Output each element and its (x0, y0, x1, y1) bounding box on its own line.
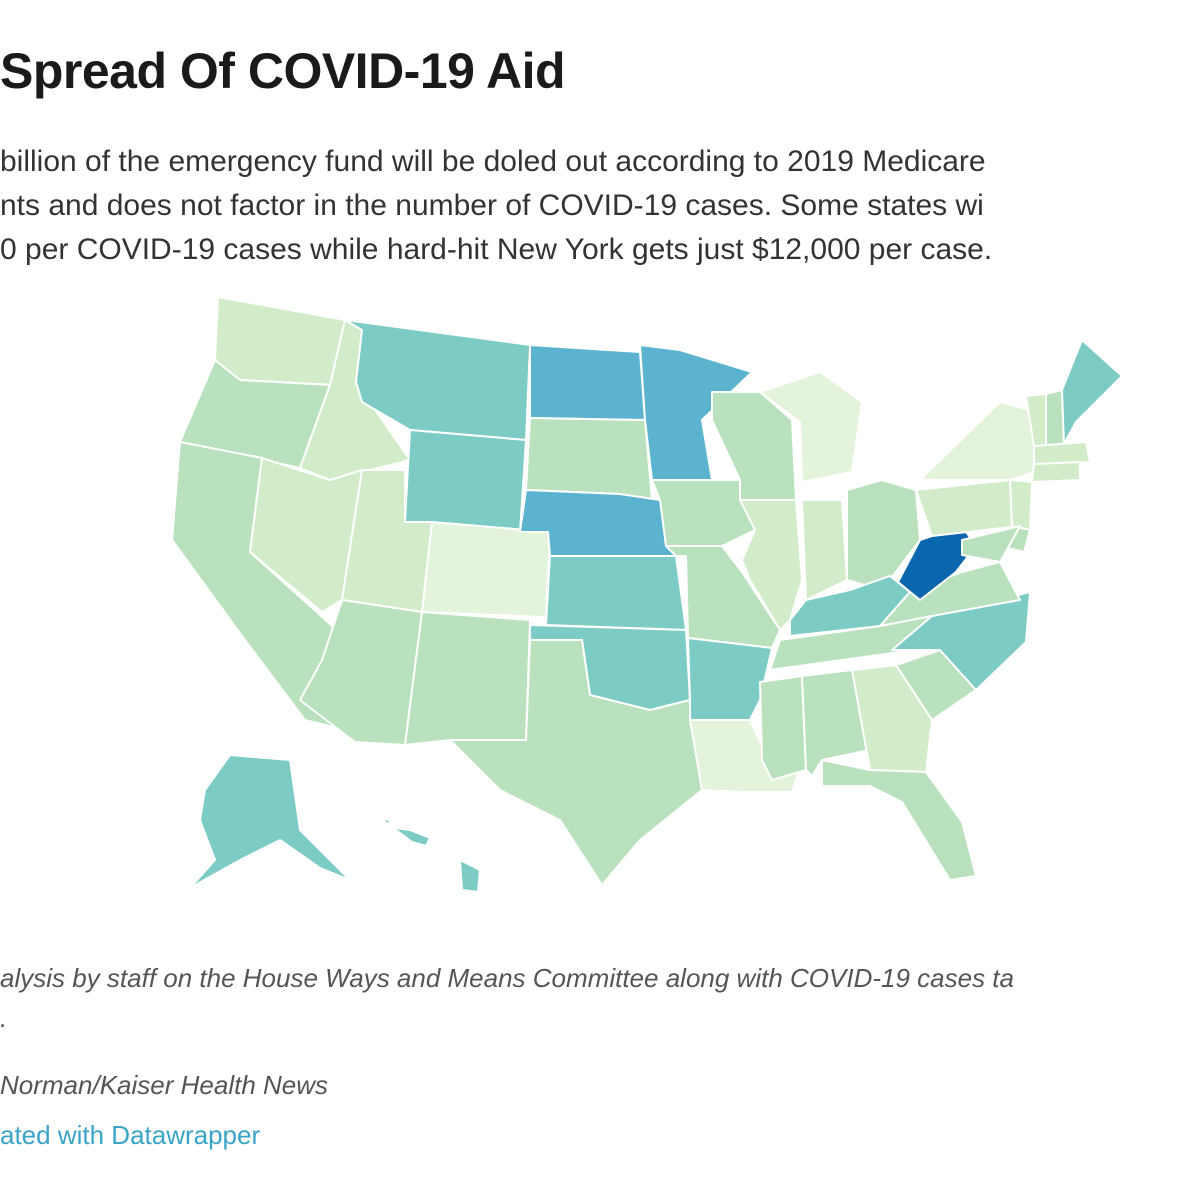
state-CO[interactable] (421, 521, 551, 618)
chart-description: billion of the emergency fund will be do… (0, 140, 992, 272)
state-GA[interactable] (851, 664, 933, 773)
state-ME[interactable] (1061, 339, 1123, 445)
state-MD[interactable] (961, 525, 1021, 563)
state-MS[interactable] (759, 675, 807, 781)
state-NJ[interactable] (1009, 479, 1033, 531)
state-AR[interactable] (687, 637, 773, 721)
state-WY[interactable] (404, 429, 527, 533)
description-line: nts and does not factor in the number of… (0, 189, 984, 222)
description-line: 0 per COVID-19 cases while hard-hit New … (0, 233, 993, 266)
state-AK[interactable] (189, 754, 351, 889)
state-NH[interactable] (1045, 389, 1065, 447)
state-KS[interactable] (545, 555, 687, 631)
notes-line: alysis by staff on the House Ways and Me… (0, 963, 1014, 993)
chart-title: Spread Of COVID-19 Aid (0, 43, 566, 99)
state-TX[interactable] (449, 639, 703, 886)
state-MI[interactable] (759, 371, 863, 483)
state-IN[interactable] (801, 499, 848, 601)
state-SD[interactable] (525, 417, 653, 501)
byline: Norman/Kaiser Health News (0, 1070, 329, 1100)
datawrapper-credit-link[interactable]: ated with Datawrapper (0, 1120, 261, 1150)
state-HI-islands[interactable] (379, 817, 431, 847)
state-MN[interactable] (639, 344, 753, 481)
state-NY[interactable] (919, 401, 1041, 481)
state-WA[interactable] (214, 296, 346, 386)
state-ND[interactable] (529, 344, 646, 421)
state-CT[interactable] (1031, 461, 1081, 483)
chart-notes: alysis by staff on the House Ways and Me… (0, 958, 1014, 1038)
description-line: billion of the emergency fund will be do… (0, 145, 986, 178)
state-PA[interactable] (915, 479, 1021, 537)
notes-line: . (0, 1003, 8, 1033)
state-FL[interactable] (821, 759, 977, 881)
state-MA[interactable] (1033, 441, 1091, 465)
state-HI[interactable] (459, 859, 481, 893)
state-IL[interactable] (739, 499, 803, 631)
state-NM[interactable] (404, 611, 531, 746)
